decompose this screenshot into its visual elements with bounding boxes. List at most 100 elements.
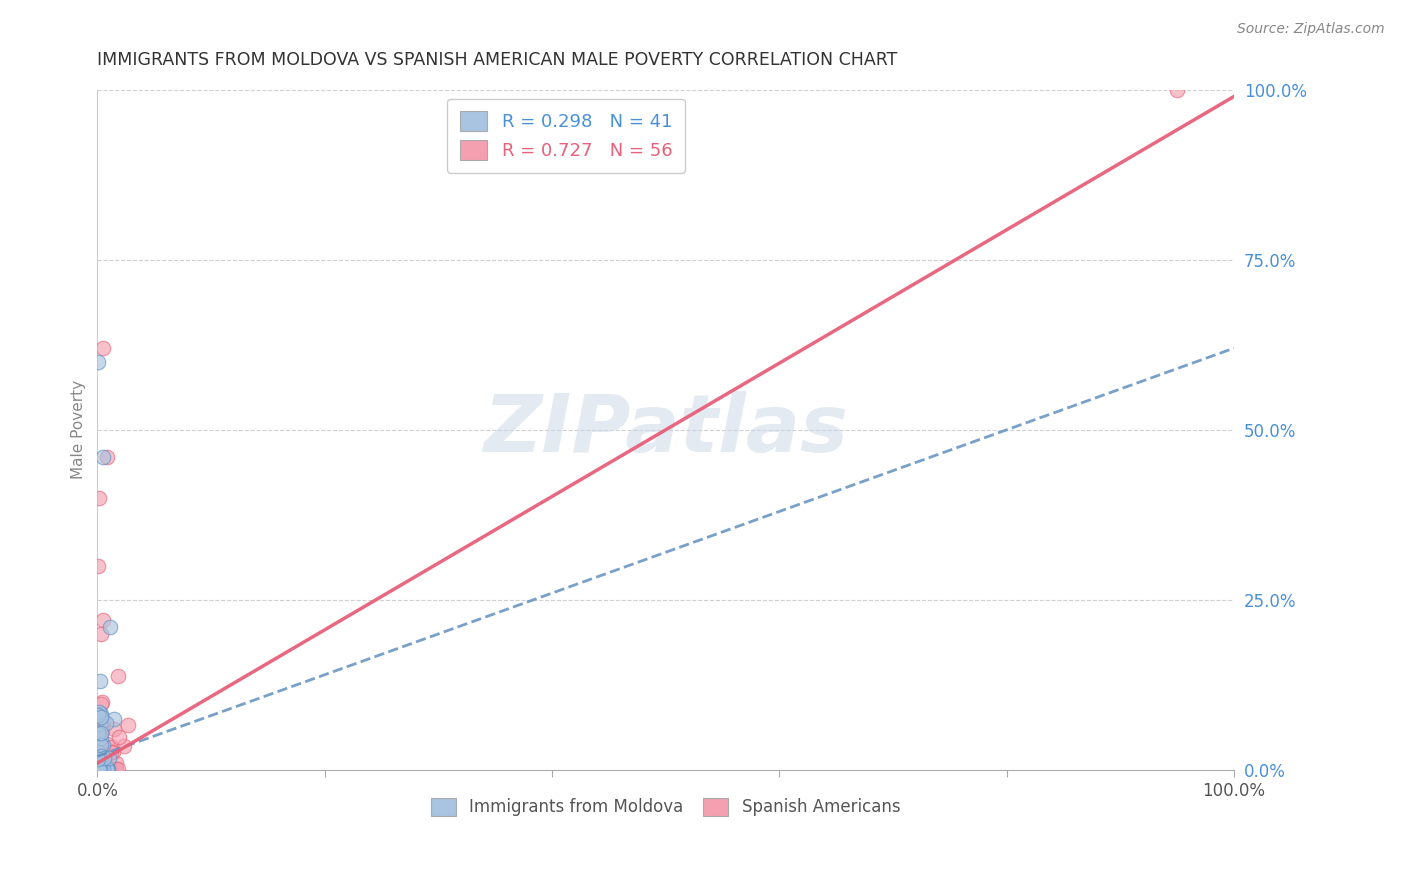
Point bbox=[91, 723, 114, 738]
Point bbox=[89, 762, 111, 776]
Point bbox=[86, 762, 108, 776]
Point bbox=[86, 757, 108, 772]
Legend: Immigrants from Moldova, Spanish Americans: Immigrants from Moldova, Spanish America… bbox=[425, 791, 907, 823]
Point bbox=[96, 737, 118, 751]
Point bbox=[98, 762, 121, 776]
Point bbox=[94, 716, 117, 731]
Point bbox=[94, 762, 117, 776]
Point bbox=[89, 727, 111, 741]
Point bbox=[90, 731, 112, 746]
Point bbox=[87, 745, 110, 759]
Point bbox=[96, 762, 118, 776]
Point bbox=[87, 707, 110, 722]
Point bbox=[90, 726, 112, 740]
Point bbox=[96, 762, 118, 776]
Point bbox=[94, 762, 117, 776]
Point bbox=[93, 762, 115, 776]
Point bbox=[87, 731, 110, 745]
Point bbox=[93, 714, 115, 729]
Point bbox=[89, 762, 111, 776]
Point bbox=[87, 730, 110, 744]
Point bbox=[107, 762, 129, 776]
Point bbox=[90, 762, 112, 776]
Point bbox=[96, 760, 118, 774]
Point bbox=[105, 762, 128, 776]
Point bbox=[90, 707, 112, 722]
Point bbox=[93, 762, 115, 776]
Point bbox=[89, 755, 111, 769]
Point bbox=[87, 762, 110, 776]
Point bbox=[101, 739, 124, 754]
Point bbox=[89, 746, 111, 760]
Point bbox=[87, 739, 110, 753]
Point bbox=[86, 558, 108, 573]
Point bbox=[90, 738, 112, 752]
Point bbox=[90, 697, 112, 711]
Text: IMMIGRANTS FROM MOLDOVA VS SPANISH AMERICAN MALE POVERTY CORRELATION CHART: IMMIGRANTS FROM MOLDOVA VS SPANISH AMERI… bbox=[97, 51, 897, 69]
Point bbox=[89, 762, 111, 776]
Point bbox=[87, 355, 110, 369]
Point bbox=[90, 748, 112, 763]
Point bbox=[93, 738, 115, 752]
Point bbox=[89, 739, 111, 754]
Point bbox=[100, 745, 122, 759]
Point bbox=[96, 450, 118, 464]
Point bbox=[89, 673, 111, 688]
Point bbox=[97, 762, 120, 776]
Point bbox=[98, 620, 121, 634]
Point bbox=[87, 752, 110, 766]
Point bbox=[89, 756, 111, 771]
Point bbox=[86, 762, 108, 776]
Point bbox=[89, 760, 111, 774]
Point bbox=[89, 733, 111, 747]
Point bbox=[103, 745, 125, 759]
Point bbox=[104, 762, 127, 776]
Point bbox=[91, 695, 114, 709]
Point bbox=[89, 762, 111, 776]
Point bbox=[87, 762, 110, 776]
Point bbox=[91, 762, 114, 776]
Point bbox=[87, 723, 110, 738]
Point bbox=[91, 613, 114, 627]
Point bbox=[98, 762, 121, 776]
Point bbox=[89, 762, 111, 776]
Point bbox=[90, 761, 112, 775]
Point bbox=[93, 754, 115, 768]
Point bbox=[87, 705, 110, 719]
Point bbox=[90, 709, 112, 723]
Point bbox=[87, 491, 110, 505]
Y-axis label: Male Poverty: Male Poverty bbox=[72, 380, 86, 479]
Point bbox=[89, 726, 111, 740]
Point bbox=[94, 749, 117, 764]
Point bbox=[86, 762, 108, 776]
Point bbox=[117, 718, 139, 732]
Point bbox=[93, 762, 115, 776]
Point bbox=[107, 669, 129, 683]
Point bbox=[86, 762, 108, 776]
Point bbox=[89, 717, 111, 731]
Point bbox=[96, 762, 118, 776]
Point bbox=[87, 762, 110, 776]
Point bbox=[96, 762, 118, 776]
Text: Source: ZipAtlas.com: Source: ZipAtlas.com bbox=[1237, 22, 1385, 37]
Point bbox=[86, 725, 108, 739]
Point bbox=[90, 746, 112, 760]
Point bbox=[103, 712, 125, 726]
Point bbox=[89, 762, 111, 776]
Point bbox=[91, 450, 114, 464]
Point bbox=[91, 762, 114, 776]
Point bbox=[91, 718, 114, 732]
Point bbox=[87, 762, 110, 776]
Point bbox=[90, 627, 112, 641]
Point bbox=[108, 731, 131, 745]
Point bbox=[89, 762, 111, 776]
Point bbox=[93, 751, 115, 765]
Point bbox=[105, 756, 128, 770]
Text: ZIPatlas: ZIPatlas bbox=[484, 391, 848, 469]
Point bbox=[1166, 83, 1188, 97]
Point bbox=[103, 722, 125, 736]
Point bbox=[94, 762, 117, 776]
Point bbox=[98, 751, 121, 765]
Point bbox=[112, 739, 135, 754]
Point bbox=[91, 341, 114, 355]
